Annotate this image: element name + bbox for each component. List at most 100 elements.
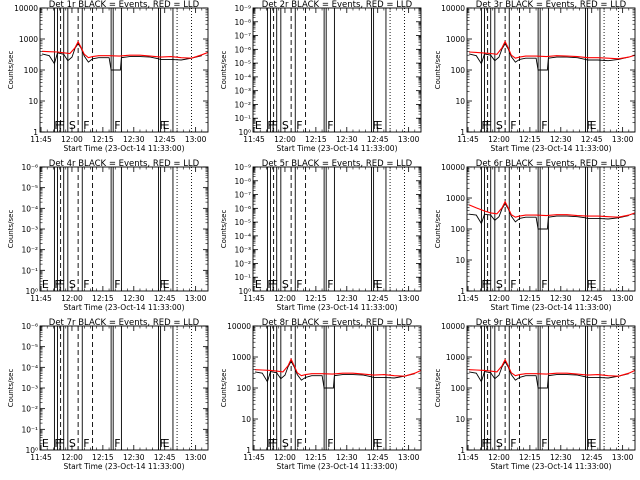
panel-title: Det 4r BLACK = Events, RED = LLD xyxy=(49,159,200,169)
plot-frame xyxy=(252,7,422,133)
y-tick-label: 10⁰ xyxy=(25,446,38,455)
x-tick-label: 11:45 xyxy=(30,453,52,462)
events-rate-line xyxy=(469,360,629,389)
event-marker-label: F xyxy=(160,278,166,291)
y-tick-label: 10⁻⁵ xyxy=(234,218,251,227)
panel-title: Det 3r BLACK = Events, RED = LLD xyxy=(476,0,627,10)
event-marker-label: S xyxy=(282,119,289,132)
x-tick-label: 12:30 xyxy=(123,453,145,462)
x-tick-label: 12:15 xyxy=(92,294,114,303)
y-tick-label: 10⁻⁶ xyxy=(21,163,38,172)
x-tick-label: 13:00 xyxy=(398,135,420,144)
x-tick-label: 11:45 xyxy=(243,294,265,303)
events-rate-line xyxy=(468,42,629,71)
y-axis-label: Counts/sec xyxy=(220,369,228,408)
plot-frame xyxy=(39,7,209,133)
y-axis-label: Counts/sec xyxy=(220,51,228,90)
x-tick-label: 12:15 xyxy=(305,135,327,144)
event-marker-label: F xyxy=(373,119,379,132)
y-tick-label: 10⁻⁵ xyxy=(21,184,38,193)
y-tick-label: 10⁻² xyxy=(234,259,251,268)
y-tick-label: 10⁻⁴ xyxy=(21,204,38,213)
y-tick-label: 1 xyxy=(460,446,465,455)
event-marker-label: F xyxy=(486,437,492,450)
event-marker-label: F xyxy=(160,119,166,132)
x-tick-label: 11:45 xyxy=(457,294,479,303)
event-marker-label: F xyxy=(59,119,65,132)
y-tick-label: 1000 xyxy=(19,35,38,44)
lld-rate-line xyxy=(42,40,208,59)
event-marker-label: F xyxy=(54,278,60,291)
x-tick-label: 12:15 xyxy=(305,294,327,303)
y-tick-label: 100 xyxy=(451,66,466,75)
y-tick-label: 10⁻⁵ xyxy=(234,59,251,68)
x-tick-label: 11:45 xyxy=(243,453,265,462)
event-marker-label: E xyxy=(255,278,262,291)
y-tick-label: 10⁻² xyxy=(234,100,251,109)
y-axis-label: Counts/sec xyxy=(434,51,442,90)
event-marker-label: S xyxy=(69,437,76,450)
x-tick-label: 12:45 xyxy=(581,294,603,303)
event-marker-label: F xyxy=(267,437,273,450)
event-marker-label: S xyxy=(69,119,76,132)
event-marker-label: F xyxy=(83,437,89,450)
plot-frame xyxy=(466,7,636,133)
event-marker-label: F xyxy=(59,437,65,450)
event-marker-label: E xyxy=(590,278,597,291)
x-tick-label: 12:45 xyxy=(367,453,389,462)
event-marker-label: F xyxy=(327,278,333,291)
x-tick-label: 12:45 xyxy=(581,135,603,144)
event-marker-label: F xyxy=(541,278,547,291)
x-tick-label: 12:00 xyxy=(488,135,510,144)
event-marker-label: E xyxy=(163,119,170,132)
event-marker-label: E xyxy=(590,437,597,450)
x-tick-label: 12:45 xyxy=(154,294,176,303)
x-tick-label: 12:30 xyxy=(336,453,358,462)
event-marker-label: F xyxy=(54,119,60,132)
event-marker-label: S xyxy=(496,437,503,450)
event-marker-label: F xyxy=(373,437,379,450)
x-axis-label: Start Time (23-Oct-14 11:33:00) xyxy=(63,144,184,153)
event-marker-label: F xyxy=(83,278,89,291)
event-marker-label: F xyxy=(373,278,379,291)
x-tick-label: 13:00 xyxy=(398,453,420,462)
y-tick-label: 10 xyxy=(241,415,251,424)
y-tick-label: 10000 xyxy=(14,4,38,13)
event-marker-label: F xyxy=(481,278,487,291)
y-tick-label: 1000 xyxy=(446,194,465,203)
event-marker-label: E xyxy=(376,437,383,450)
y-tick-label: 10⁻³ xyxy=(234,87,251,96)
x-tick-label: 13:00 xyxy=(612,294,634,303)
event-marker-label: F xyxy=(587,278,593,291)
x-tick-label: 12:30 xyxy=(550,294,572,303)
x-tick-label: 12:30 xyxy=(123,294,145,303)
y-axis-label: Counts/sec xyxy=(220,210,228,249)
events-rate-line xyxy=(469,202,629,230)
lld-rate-line xyxy=(469,358,635,377)
y-tick-label: 10⁻³ xyxy=(21,225,38,234)
y-tick-label: 10⁻⁶ xyxy=(234,204,251,213)
event-marker-label: F xyxy=(296,437,302,450)
y-tick-label: 1000 xyxy=(232,353,251,362)
panel-title: Det 1r BLACK = Events, RED = LLD xyxy=(49,0,200,10)
event-marker-label: F xyxy=(83,119,89,132)
event-marker-label: F xyxy=(114,119,120,132)
x-tick-label: 12:15 xyxy=(92,135,114,144)
panel-title: Det 5r BLACK = Events, RED = LLD xyxy=(262,159,413,169)
x-tick-label: 13:00 xyxy=(185,294,207,303)
plot-frame xyxy=(39,166,209,292)
event-marker-label: F xyxy=(481,437,487,450)
plot-frame xyxy=(39,325,209,451)
event-marker-label: E xyxy=(590,119,597,132)
y-tick-label: 100 xyxy=(237,384,252,393)
event-marker-label: F xyxy=(486,119,492,132)
y-tick-label: 10⁻³ xyxy=(21,384,38,393)
